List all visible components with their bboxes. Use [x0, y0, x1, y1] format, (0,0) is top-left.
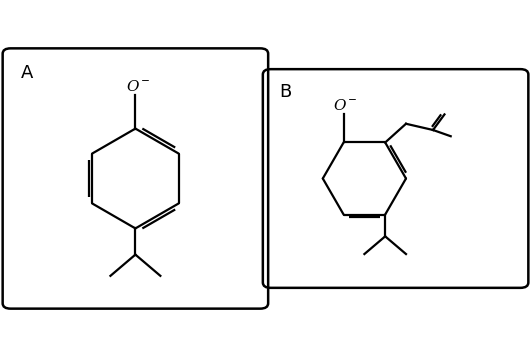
Text: B: B: [279, 83, 292, 101]
Text: A: A: [21, 64, 33, 82]
Text: O$^-$: O$^-$: [333, 99, 358, 114]
Text: O$^-$: O$^-$: [126, 79, 150, 94]
